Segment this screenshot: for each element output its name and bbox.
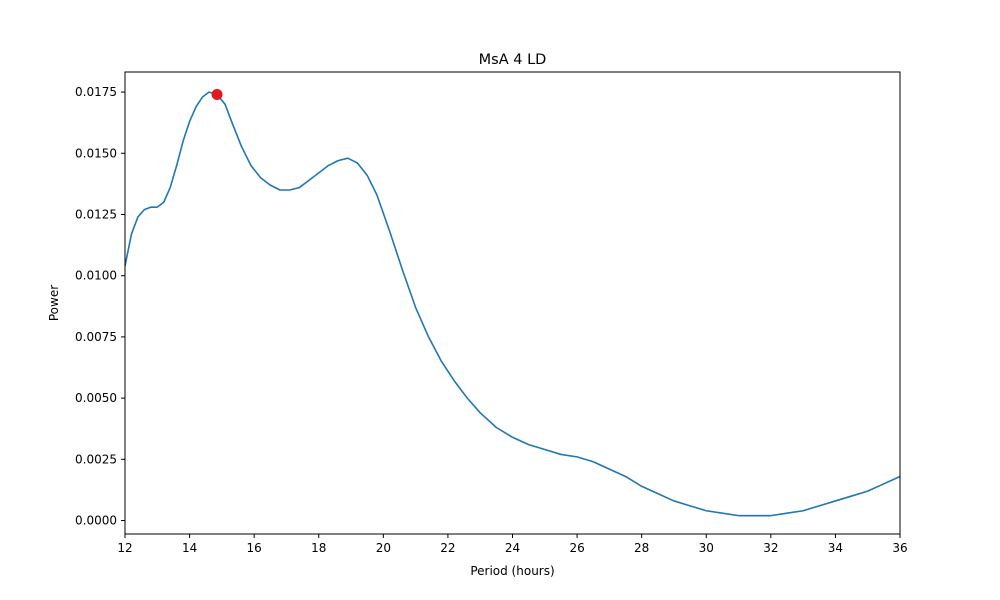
y-tick-label: 0.0075 xyxy=(75,330,117,344)
x-tick-label: 30 xyxy=(699,541,714,555)
x-tick-label: 16 xyxy=(247,541,262,555)
y-tick-label: 0.0000 xyxy=(75,514,117,528)
series-line-0 xyxy=(124,91,901,517)
x-tick-label: 12 xyxy=(117,541,132,555)
chart-title: MsA 4 LD xyxy=(479,52,547,68)
x-tick-label: 18 xyxy=(311,541,326,555)
y-tick-label: 0.0125 xyxy=(75,207,117,221)
plot-layer xyxy=(124,89,901,517)
x-tick-label: 36 xyxy=(892,541,907,555)
peak-marker xyxy=(211,89,223,101)
y-tick-label: 0.0175 xyxy=(75,85,117,99)
x-tick-label: 26 xyxy=(569,541,584,555)
x-tick-label: 34 xyxy=(828,541,843,555)
y-tick-label: 0.0150 xyxy=(75,146,117,160)
x-tick-label: 22 xyxy=(440,541,455,555)
x-axis-label: Period (hours) xyxy=(470,564,554,578)
y-axis-label: Power xyxy=(47,285,61,321)
y-tick-label: 0.0050 xyxy=(75,391,117,405)
x-axis: 12 14 16 18 20 22 24 26 28 30 32 34 36 xyxy=(117,534,908,555)
x-tick-label: 24 xyxy=(505,541,520,555)
x-tick-label: 28 xyxy=(634,541,649,555)
x-tick-label: 14 xyxy=(182,541,197,555)
y-axis: 0.0000 0.0025 0.0050 0.0075 0.0100 0.0125 0.01… xyxy=(75,85,125,528)
x-tick-label: 20 xyxy=(376,541,391,555)
y-tick-label: 0.0025 xyxy=(75,452,117,466)
y-tick-label: 0.0100 xyxy=(75,269,117,283)
x-tick-label: 32 xyxy=(763,541,778,555)
